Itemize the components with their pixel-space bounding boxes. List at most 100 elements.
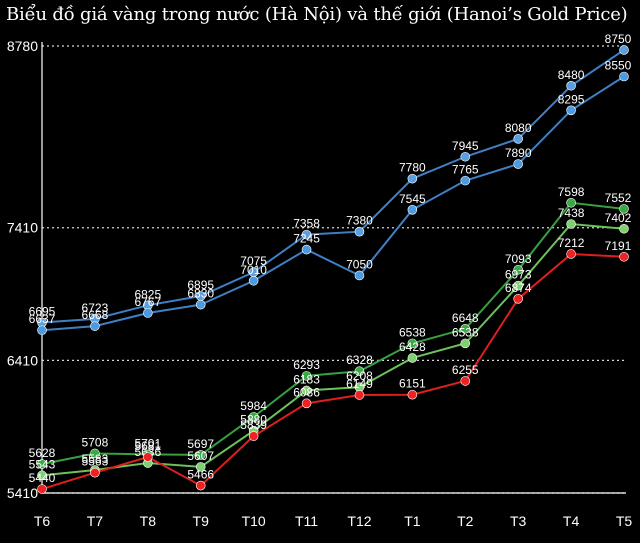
x-tick-label: T9 xyxy=(193,513,210,529)
data-point xyxy=(566,219,576,229)
data-label: 7552 xyxy=(605,191,632,205)
data-point xyxy=(301,229,312,240)
data-label: 5880 xyxy=(240,413,267,427)
x-tick-label: T12 xyxy=(347,513,371,529)
x-tick-label: T11 xyxy=(295,513,318,529)
data-point xyxy=(513,294,523,304)
data-point xyxy=(619,204,629,214)
y-tick-label: 5410 xyxy=(7,485,38,501)
data-label: 7093 xyxy=(505,252,532,266)
data-point xyxy=(513,159,523,169)
data-label: 6255 xyxy=(452,363,479,377)
data-label: 6973 xyxy=(505,268,532,282)
data-point xyxy=(248,412,259,422)
data-label: 8295 xyxy=(558,92,585,106)
data-label: 7075 xyxy=(240,254,267,268)
data-point xyxy=(566,80,576,91)
data-point xyxy=(143,308,153,318)
x-tick-label: T6 xyxy=(34,513,51,529)
data-label: 5701 xyxy=(134,436,161,450)
data-label: 7050 xyxy=(346,257,373,271)
data-label: 5466 xyxy=(187,468,214,482)
data-label: 6538 xyxy=(452,325,479,339)
y-tick-label: 7410 xyxy=(7,220,38,236)
data-label: 7890 xyxy=(505,146,532,160)
data-label: 6208 xyxy=(346,369,373,383)
data-label: 5697 xyxy=(187,437,214,451)
data-point xyxy=(248,275,259,286)
data-label: 6328 xyxy=(346,353,373,367)
data-point xyxy=(195,299,206,310)
data-label: 7545 xyxy=(399,192,426,206)
data-label: 5984 xyxy=(240,399,267,413)
data-point xyxy=(619,223,629,234)
series-line xyxy=(41,75,625,332)
data-label: 5563 xyxy=(82,455,109,469)
data-point xyxy=(90,448,100,459)
data-point xyxy=(513,134,523,144)
data-label: 7945 xyxy=(452,139,479,153)
data-label: 7765 xyxy=(452,163,479,177)
data-label: 7438 xyxy=(558,206,585,220)
data-point xyxy=(90,321,100,331)
data-label: 5440 xyxy=(29,471,56,485)
data-label: 6874 xyxy=(505,281,532,295)
data-point xyxy=(407,173,418,184)
data-label: 7358 xyxy=(293,217,320,231)
data-point xyxy=(566,105,576,116)
data-label: 7191 xyxy=(605,239,632,253)
data-label: 6825 xyxy=(134,287,161,301)
data-label: 6648 xyxy=(452,311,479,325)
data-label: 7010 xyxy=(240,263,267,277)
x-tick-label: T3 xyxy=(510,513,527,529)
data-label: 7598 xyxy=(558,185,585,199)
data-point xyxy=(195,450,206,460)
data-point xyxy=(301,371,312,381)
data-label: 7380 xyxy=(346,214,373,228)
data-label: 8080 xyxy=(505,121,532,135)
chart-title: Biểu đồ giá vàng trong nước (Hà Nội) và … xyxy=(6,4,628,25)
data-point xyxy=(37,325,47,336)
series-line xyxy=(41,252,625,490)
data-label: 6428 xyxy=(399,340,426,354)
data-label: 5628 xyxy=(29,446,56,460)
data-point xyxy=(460,323,471,334)
data-label: 6668 xyxy=(82,308,109,322)
data-point xyxy=(513,280,523,291)
x-tick-label: T8 xyxy=(140,513,157,529)
data-point xyxy=(460,376,471,386)
data-point xyxy=(619,71,629,82)
data-point xyxy=(354,366,365,377)
data-label: 6695 xyxy=(29,305,56,319)
data-point xyxy=(407,353,418,363)
series-line xyxy=(41,201,625,466)
data-point xyxy=(37,484,47,494)
data-label: 8550 xyxy=(605,59,632,73)
data-point xyxy=(619,251,629,262)
data-point xyxy=(619,45,629,55)
data-point xyxy=(566,249,576,259)
y-tick-label: 8780 xyxy=(7,38,38,54)
data-label: 6895 xyxy=(187,278,214,292)
data-label: 5681 xyxy=(134,439,161,453)
data-label: 6151 xyxy=(399,377,426,391)
data-point xyxy=(354,226,365,237)
data-label: 6183 xyxy=(293,372,320,386)
series-line xyxy=(41,222,625,477)
data-label: 5636 xyxy=(134,445,161,459)
data-label: 6149 xyxy=(346,377,373,391)
data-label: 6293 xyxy=(293,358,320,372)
data-point xyxy=(513,264,523,275)
data-point xyxy=(37,459,47,469)
data-label: 6723 xyxy=(82,301,109,315)
data-point xyxy=(195,480,206,491)
data-label: 5543 xyxy=(29,457,56,471)
data-point xyxy=(460,151,471,162)
data-label: 5839 xyxy=(240,418,267,432)
x-tick-label: T7 xyxy=(87,513,104,529)
data-point xyxy=(407,338,418,349)
data-point xyxy=(195,462,206,472)
data-point xyxy=(566,197,576,208)
